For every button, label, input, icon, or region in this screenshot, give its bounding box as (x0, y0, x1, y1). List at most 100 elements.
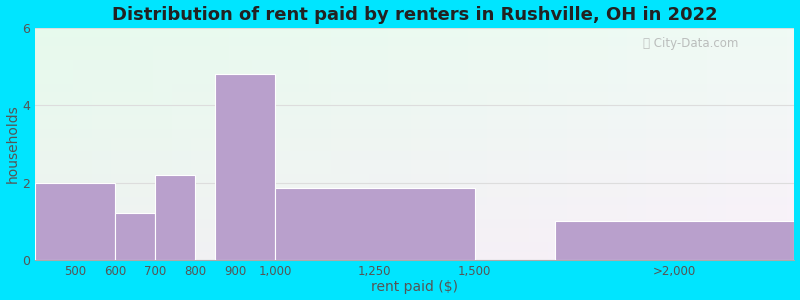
Bar (179, 28, 183, 260)
Bar (286, 28, 290, 260)
Bar (772, 28, 775, 260)
Bar (35, 197, 794, 198)
Bar (35, 255, 794, 256)
Bar (35, 103, 794, 104)
Bar (696, 28, 699, 260)
Bar (331, 28, 335, 260)
Bar (339, 28, 342, 260)
Bar (35, 135, 794, 136)
Bar (35, 239, 794, 240)
Bar (35, 114, 794, 115)
Bar (35, 144, 794, 145)
Bar (775, 28, 779, 260)
Bar (153, 28, 157, 260)
Bar (35, 75, 794, 76)
Bar (612, 28, 616, 260)
Bar (35, 118, 794, 119)
Bar (475, 28, 479, 260)
Bar (157, 28, 161, 260)
Bar (35, 117, 794, 118)
Bar (760, 28, 764, 260)
Bar (703, 28, 707, 260)
Bar (35, 125, 794, 127)
Bar (35, 79, 794, 80)
Bar (35, 253, 794, 254)
Bar (594, 28, 597, 260)
Bar (35, 157, 794, 158)
Bar (92, 28, 96, 260)
Bar (35, 160, 794, 161)
Bar (183, 28, 187, 260)
Bar (35, 249, 794, 250)
Bar (555, 28, 559, 260)
Bar (111, 28, 115, 260)
Bar (320, 28, 324, 260)
Bar (635, 28, 638, 260)
Bar (35, 234, 794, 236)
Bar (35, 183, 794, 184)
Bar (35, 154, 794, 155)
Bar (103, 28, 107, 260)
Bar (472, 28, 475, 260)
Bar (210, 28, 214, 260)
Bar (35, 32, 794, 34)
Bar (62, 28, 66, 260)
Bar (35, 245, 794, 246)
Bar (445, 28, 449, 260)
Bar (35, 250, 794, 252)
Bar (35, 205, 794, 206)
Bar (274, 28, 278, 260)
Bar (66, 28, 70, 260)
Bar (35, 167, 794, 168)
Bar (194, 28, 198, 260)
Bar (35, 101, 794, 102)
Bar (662, 28, 666, 260)
Bar (35, 37, 794, 38)
Bar (35, 155, 794, 157)
Bar (415, 28, 418, 260)
Bar (464, 28, 468, 260)
Bar (35, 248, 794, 249)
Bar (35, 64, 794, 65)
Bar (118, 28, 122, 260)
Bar (81, 28, 85, 260)
Bar (388, 28, 392, 260)
Bar (449, 28, 453, 260)
Bar (35, 145, 794, 146)
Bar (620, 28, 624, 260)
Bar (35, 165, 794, 166)
Bar (745, 28, 749, 260)
Bar (115, 28, 118, 260)
Bar (35, 202, 794, 203)
Bar (35, 189, 794, 190)
Bar (233, 28, 236, 260)
Bar (35, 104, 794, 106)
Bar (362, 28, 366, 260)
Bar (790, 28, 794, 260)
Bar (35, 130, 794, 131)
Bar (316, 28, 320, 260)
Bar (35, 63, 794, 64)
Bar (707, 28, 711, 260)
Bar (35, 252, 794, 253)
Bar (35, 172, 794, 173)
Bar (35, 72, 794, 73)
Bar (35, 201, 794, 202)
Bar (518, 28, 521, 260)
Bar (35, 237, 794, 238)
Bar (358, 28, 362, 260)
Bar (779, 28, 783, 260)
Bar (35, 128, 794, 129)
Bar (35, 227, 794, 229)
Bar (35, 231, 794, 232)
Bar (468, 28, 472, 260)
Bar (35, 186, 794, 187)
Bar (650, 28, 654, 260)
Bar (35, 134, 794, 135)
Bar (35, 53, 794, 55)
Bar (85, 28, 88, 260)
Bar (35, 259, 794, 260)
Bar (688, 28, 692, 260)
Bar (400, 28, 403, 260)
Bar (294, 28, 297, 260)
